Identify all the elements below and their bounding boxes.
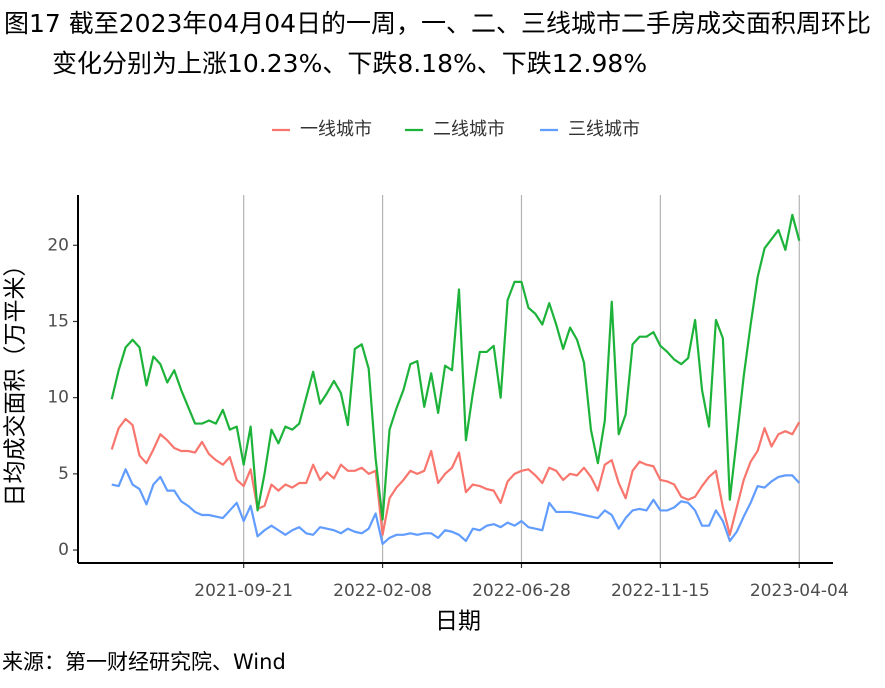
x-tick-label: 2022-06-28 <box>472 581 571 601</box>
x-axis-label: 日期 <box>435 609 481 635</box>
legend-label: 二线城市 <box>433 119 505 140</box>
y-tick-label: 10 <box>47 388 69 408</box>
y-axis-label: 日均成交面积（万平米） <box>3 254 29 507</box>
y-tick-label: 0 <box>58 540 69 560</box>
chart-title: 图17 截至2023年04月04日的一周，一、二、三线城市二手房成交面积周环比变… <box>4 9 872 78</box>
y-tick-label: 20 <box>47 235 69 255</box>
series-line <box>111 468 801 546</box>
legend-label: 一线城市 <box>300 119 372 140</box>
x-tick-label: 2022-11-15 <box>611 581 710 601</box>
x-tick-label: 2023-04-04 <box>750 581 849 601</box>
legend-label: 三线城市 <box>568 119 640 140</box>
source-note: 来源：第一财经研究院、Wind <box>2 650 286 674</box>
x-tick-label: 2021-09-21 <box>194 581 293 601</box>
series-line <box>110 213 801 521</box>
x-tick-label: 2022-02-08 <box>333 581 432 601</box>
y-tick-label: 15 <box>47 311 69 331</box>
series-line <box>110 417 801 536</box>
y-tick-label: 5 <box>58 464 69 484</box>
